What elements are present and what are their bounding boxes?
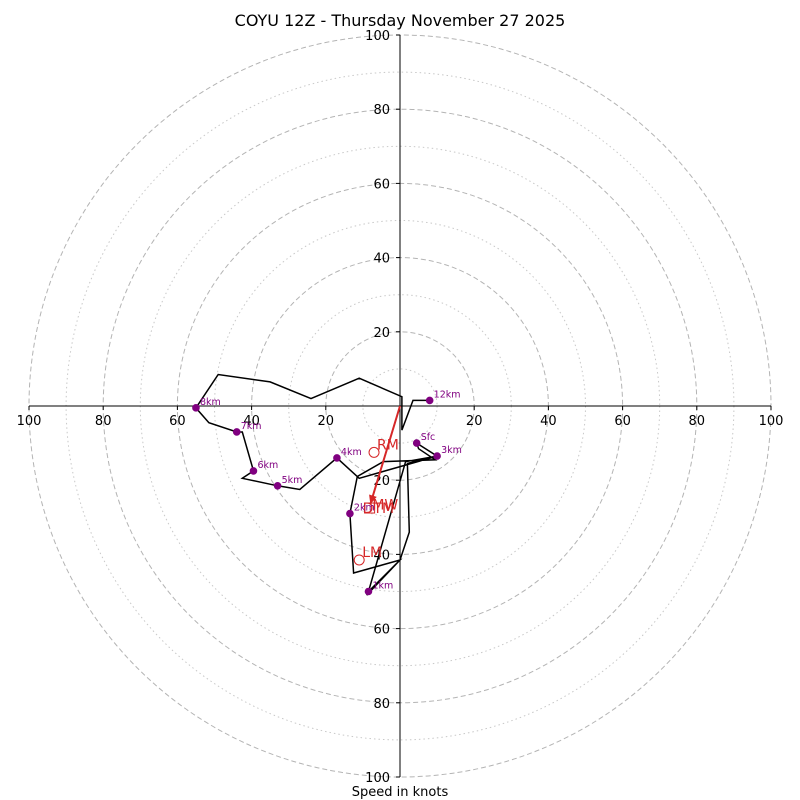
height-marker-point xyxy=(249,467,258,475)
height-marker-label: 8km xyxy=(200,397,221,408)
height-marker-label: Sfc xyxy=(421,432,436,443)
storm-motion-marker-rm xyxy=(368,446,380,458)
height-marker-point xyxy=(346,509,354,518)
height-markers: 12km 8km 7km 6km 5km 4km 3km Sfc 2km 1km xyxy=(192,389,462,596)
height-marker-point xyxy=(232,428,241,436)
x-tick-label: 40 xyxy=(243,414,260,429)
x-axis-label: Speed in knots xyxy=(352,785,449,800)
shear-arrow-shaft xyxy=(369,405,401,505)
hodograph-line xyxy=(194,373,439,596)
x-tick-label: 80 xyxy=(689,414,706,429)
height-marker-label: 6km xyxy=(257,460,278,471)
x-tick-label: 20 xyxy=(318,414,335,429)
x-tick-label: 60 xyxy=(169,414,186,429)
y-tick-label: 60 xyxy=(373,623,390,638)
x-tick-label: 60 xyxy=(614,414,631,429)
y-tick-label: 100 xyxy=(365,29,390,44)
y-tick-label: 100 xyxy=(365,771,390,786)
x-tick-label: 100 xyxy=(17,414,42,429)
shear-arrow-head xyxy=(369,494,377,505)
y-tick-label: 80 xyxy=(373,697,390,712)
y-tick-label: 60 xyxy=(373,177,390,192)
y-tick-label: 80 xyxy=(373,103,390,118)
height-marker-point xyxy=(192,404,200,412)
storm-motion-label-dtm: DTM xyxy=(363,501,394,517)
x-tick-label: 20 xyxy=(466,414,483,429)
height-marker-label: 4km xyxy=(341,447,362,458)
height-marker-point xyxy=(412,439,421,447)
storm-motion-marker-dtm xyxy=(364,502,376,514)
x-tick-label: 40 xyxy=(540,414,557,429)
y-tick-label: 20 xyxy=(373,326,390,341)
height-marker-point xyxy=(433,452,441,460)
storm-motion-label-rm: RM xyxy=(377,437,399,453)
chart-title: COYU 12Z - Thursday November 27 2025 xyxy=(235,11,566,30)
height-marker-point xyxy=(273,481,282,490)
height-marker-point xyxy=(364,587,373,596)
height-marker-label: 5km xyxy=(282,475,303,486)
height-marker-label: 2km xyxy=(354,503,375,514)
shear-vector xyxy=(369,405,401,505)
height-marker-label: 3km xyxy=(441,445,462,456)
height-marker-label: 7km xyxy=(241,421,262,432)
x-tick-label: 80 xyxy=(95,414,112,429)
height-marker-label: 1km xyxy=(372,581,393,592)
height-marker-label: 12km xyxy=(434,389,461,400)
x-tick-label: 100 xyxy=(759,414,784,429)
tick-labels: 100 80 60 40 20 20 40 60 80 100204060801002040608… xyxy=(17,29,784,786)
y-tick-label: 40 xyxy=(373,252,390,267)
height-marker-point xyxy=(425,396,434,405)
storm-motion-label-mw: MW xyxy=(372,497,398,513)
height-marker-point xyxy=(333,454,341,462)
storm-motion-marker-lm xyxy=(353,554,365,566)
storm-motion-label-lm: LM xyxy=(362,545,382,561)
hodograph-trace xyxy=(194,373,439,596)
